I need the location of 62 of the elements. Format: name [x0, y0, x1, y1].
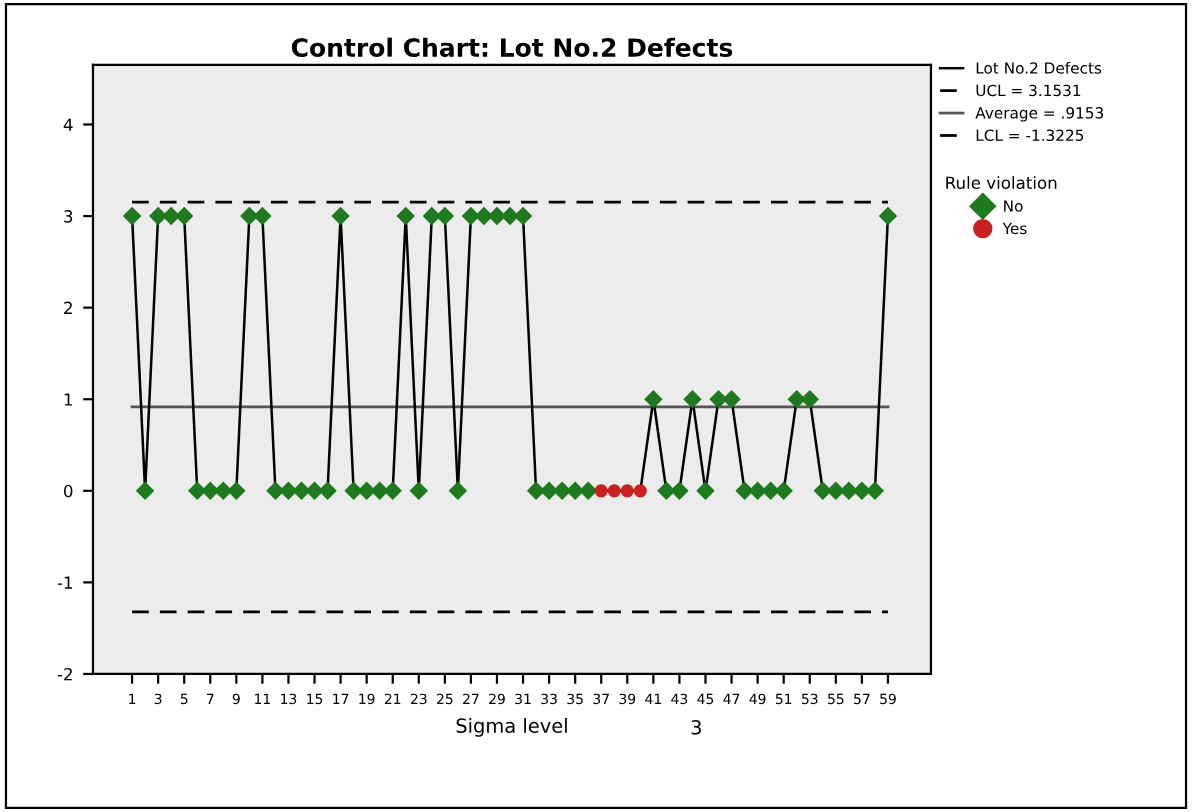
point — [839, 481, 859, 501]
y-tick-label: -2 — [57, 667, 72, 681]
point — [787, 390, 806, 409]
point — [396, 206, 415, 226]
point — [607, 484, 621, 498]
point — [670, 481, 689, 501]
point — [344, 481, 363, 501]
point — [826, 481, 846, 501]
point — [487, 206, 507, 226]
point — [214, 481, 233, 501]
y-tick-label: 2 — [64, 301, 72, 314]
point — [761, 481, 780, 501]
point — [748, 481, 767, 501]
point — [683, 390, 702, 409]
point — [735, 481, 754, 501]
point — [201, 481, 220, 501]
point — [644, 390, 663, 409]
point — [526, 481, 546, 501]
point — [435, 206, 455, 226]
point — [852, 481, 872, 501]
point — [135, 481, 155, 501]
point — [594, 484, 608, 498]
point — [474, 206, 494, 226]
point — [633, 484, 647, 498]
point — [370, 481, 389, 501]
y-tick-label: 3 — [64, 210, 73, 223]
point — [620, 484, 634, 498]
point — [448, 481, 468, 501]
point — [878, 206, 898, 226]
point — [578, 481, 598, 501]
point — [500, 206, 520, 226]
point — [383, 481, 402, 501]
point — [657, 481, 676, 501]
point — [122, 206, 142, 226]
chart-title: Control Chart: Lot No.2 Defects — [291, 37, 733, 57]
point — [161, 206, 181, 226]
point — [174, 206, 194, 226]
y-tick-label: 4 — [63, 118, 73, 131]
point — [865, 481, 885, 501]
y-tick-label: 0 — [64, 484, 73, 498]
point — [539, 481, 559, 501]
point — [774, 481, 793, 501]
point — [227, 481, 246, 501]
point — [696, 481, 715, 501]
point — [253, 206, 272, 226]
point — [461, 206, 481, 226]
point — [357, 481, 376, 501]
point — [513, 206, 533, 226]
point — [188, 481, 207, 501]
point — [565, 481, 585, 501]
point — [331, 206, 350, 226]
x-axis-title: Sigma level — [456, 717, 567, 737]
point — [422, 206, 442, 226]
point — [552, 481, 572, 501]
point — [318, 481, 337, 501]
y-tick-label: 1 — [64, 393, 72, 406]
point — [813, 481, 832, 501]
legend-title: Rule violation — [946, 176, 1057, 190]
point — [409, 481, 428, 501]
y-tick-label: -1 — [57, 576, 72, 589]
text: 3 — [691, 719, 701, 735]
point — [148, 206, 168, 226]
